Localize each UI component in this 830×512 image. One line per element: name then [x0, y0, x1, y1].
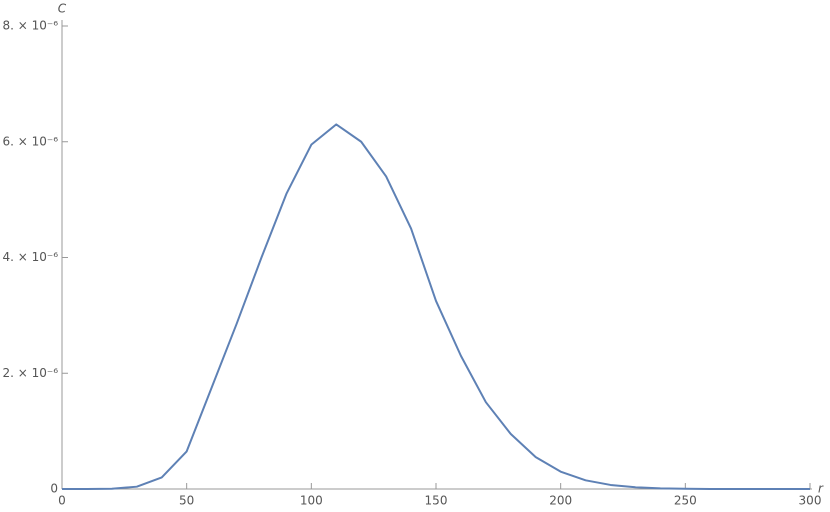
x-tick-label: 300: [799, 494, 822, 508]
x-tick-label: 250: [674, 494, 697, 508]
y-tick-label: 8. × 10⁻⁶: [2, 19, 58, 33]
x-tick-label: 200: [549, 494, 572, 508]
y-tick-label: 6. × 10⁻⁶: [2, 134, 58, 148]
y-tick-label: 2. × 10⁻⁶: [2, 366, 58, 380]
y-tick-label: 0: [50, 482, 58, 496]
x-tick-label: 150: [425, 494, 448, 508]
x-tick-label: 100: [300, 494, 323, 508]
line: [62, 123, 810, 490]
y-tick-label: 4. × 10⁻⁶: [2, 250, 58, 264]
x-tick-label: 50: [179, 494, 194, 508]
x-axis-label: r: [818, 482, 824, 496]
y-axis-label: C: [58, 2, 67, 16]
x-tick-label: 0: [58, 494, 66, 508]
